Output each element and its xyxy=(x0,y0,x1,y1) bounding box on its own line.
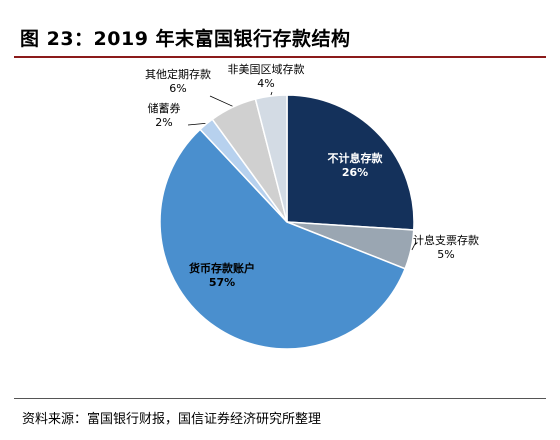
pie-slices xyxy=(159,94,415,350)
slice-label: 储蓄券 xyxy=(148,101,181,115)
leader-line xyxy=(187,122,206,126)
slice-label: 计息支票存款 xyxy=(413,233,479,247)
leader-line xyxy=(270,91,273,96)
slice-label: 不计息存款 xyxy=(328,151,384,165)
slice-value-label: 4% xyxy=(257,77,274,90)
pie-slice xyxy=(254,94,288,223)
chart-title: 图 23：2019 年末富国银行存款结构 xyxy=(20,28,351,50)
leader-lines xyxy=(187,91,417,251)
slice-label: 货币存款账户 xyxy=(188,261,255,275)
slice-value-label: 26% xyxy=(342,166,368,179)
leader-line xyxy=(209,95,233,107)
pie-slice xyxy=(159,128,407,350)
slice-value-label: 6% xyxy=(169,82,186,95)
slice-value-label: 2% xyxy=(155,116,172,129)
pie-slice xyxy=(286,94,415,231)
slice-value-label: 57% xyxy=(209,276,235,289)
slice-label: 非美国区域存款 xyxy=(228,62,305,76)
source-divider xyxy=(14,398,546,399)
title-bar: 图 23：2019 年末富国银行存款结构 xyxy=(14,22,546,58)
slice-value-label: 5% xyxy=(437,248,454,261)
title-divider xyxy=(14,56,546,58)
slice-label: 其他定期存款 xyxy=(145,67,211,81)
source-note: 资料来源：富国银行财报，国信证券经济研究所整理 xyxy=(22,412,322,427)
leader-line xyxy=(411,241,417,251)
